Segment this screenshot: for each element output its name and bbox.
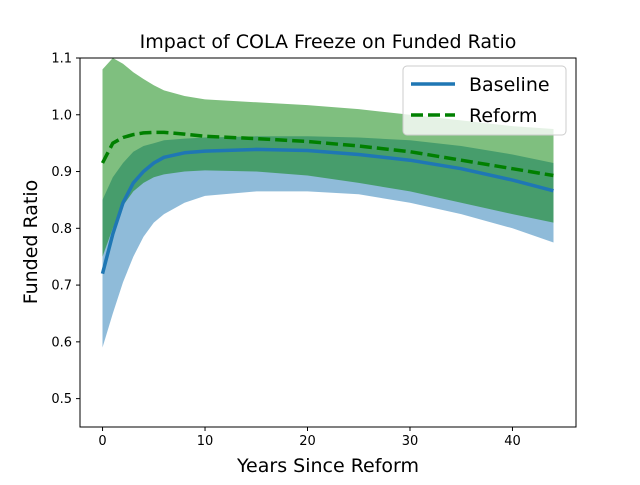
x-tick-label: 40 <box>504 434 521 449</box>
x-tick-label: 0 <box>98 434 106 449</box>
confidence-bands <box>102 58 554 348</box>
x-axis-ticks: 0 10 20 30 40 <box>98 427 521 449</box>
x-tick-label: 20 <box>299 434 316 449</box>
x-tick-label: 10 <box>197 434 214 449</box>
y-tick-label: 0.8 <box>51 222 72 237</box>
chart-title: Impact of COLA Freeze on Funded Ratio <box>140 31 517 53</box>
axes-frame <box>79 57 577 428</box>
legend: Baseline Reform <box>402 65 567 136</box>
y-tick-label: 1.0 <box>51 108 72 123</box>
y-tick-label: 1.1 <box>51 52 72 67</box>
y-tick-label: 0.7 <box>51 279 72 294</box>
x-tick-label: 30 <box>402 434 419 449</box>
y-tick-label: 0.9 <box>51 165 72 180</box>
legend-reform-label: Reform <box>469 105 537 127</box>
y-tick-label: 0.5 <box>51 392 72 407</box>
baseline-line <box>100 147 554 275</box>
legend-baseline-label: Baseline <box>469 74 550 96</box>
y-axis-ticks: 0.5 0.6 0.7 0.8 0.9 1.0 1.1 <box>51 52 80 407</box>
reform-line <box>100 130 554 178</box>
y-tick-label: 0.6 <box>51 335 72 350</box>
x-axis-label: Years Since Reform <box>236 455 419 477</box>
series-lines <box>100 130 554 275</box>
reform-band <box>102 58 554 257</box>
y-axis-label: Funded Ratio <box>20 180 42 305</box>
